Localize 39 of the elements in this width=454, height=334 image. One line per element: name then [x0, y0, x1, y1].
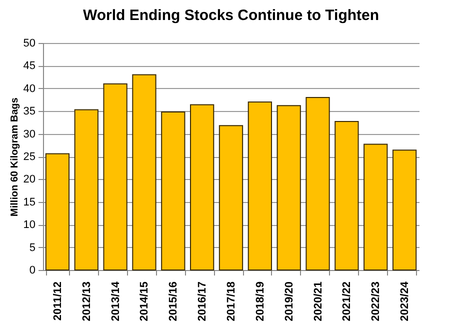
x-tick-label: 2014/15	[138, 282, 151, 322]
x-tick-label: 2020/21	[312, 282, 324, 322]
chart-title: World Ending Stocks Continue to Tighten	[82, 7, 380, 24]
bar	[276, 105, 301, 270]
y-tick-label: 45	[23, 60, 36, 72]
y-tick-label: 35	[23, 106, 36, 118]
x-tick-label: 2016/17	[196, 282, 209, 322]
y-tick-label: 50	[23, 38, 36, 50]
x-tick-label: 2023/24	[399, 280, 412, 322]
y-tick-label: 25	[23, 151, 36, 163]
x-tick-label: 2013/14	[110, 280, 122, 322]
y-axis-title: Million 60 Kilogram Bags	[9, 97, 20, 216]
bar	[248, 102, 272, 270]
y-tick-label: 5	[29, 242, 36, 254]
y-tick-label: 15	[23, 196, 36, 208]
bar	[306, 96, 330, 270]
x-tick-label: 2011/12	[52, 282, 64, 321]
bar	[45, 153, 70, 270]
bar	[364, 144, 388, 270]
bar	[103, 83, 128, 270]
bar	[392, 150, 417, 270]
y-tick-label: 0	[29, 264, 36, 276]
y-tick-label: 30	[23, 128, 36, 140]
bar	[132, 74, 156, 270]
y-tick-label: 10	[23, 219, 36, 232]
x-tick-label: 2012/13	[80, 282, 93, 322]
y-tick-label: 20	[23, 174, 36, 186]
x-tick-label: 2015/16	[168, 282, 180, 322]
x-tick-label: 2021/22	[341, 282, 354, 322]
bar	[334, 121, 359, 270]
bar	[74, 109, 98, 270]
x-tick-label: 2018/19	[254, 282, 266, 322]
bar	[161, 112, 186, 270]
x-tick-label: 2017/18	[226, 282, 238, 322]
bar	[190, 104, 214, 270]
bar	[218, 125, 244, 270]
y-tick-label: 40	[23, 82, 36, 95]
x-tick-label: 2019/20	[283, 282, 296, 322]
x-tick-label: 2022/23	[370, 282, 382, 322]
